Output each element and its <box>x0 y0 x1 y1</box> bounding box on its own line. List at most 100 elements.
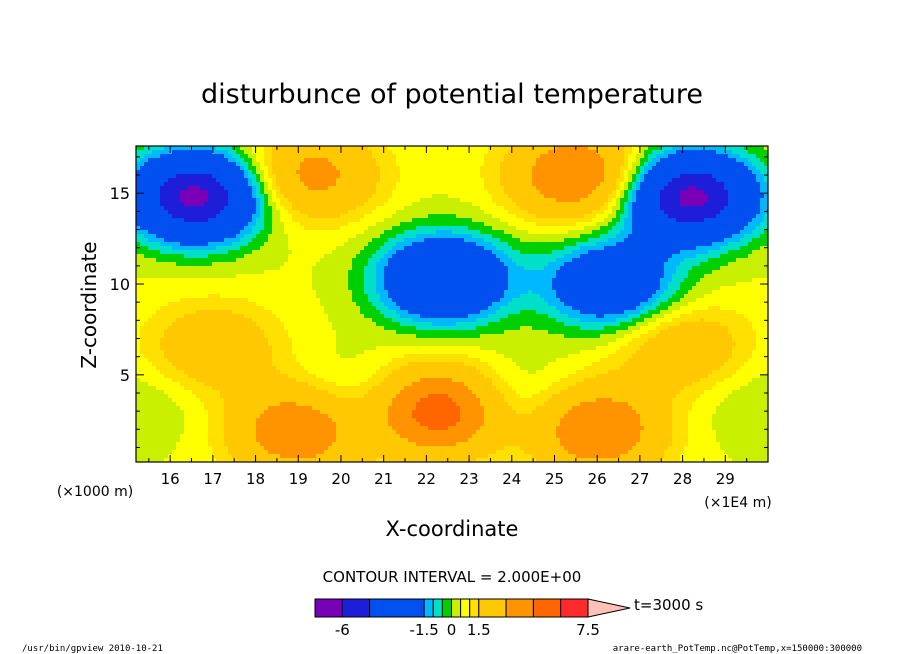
contour-cell <box>640 154 645 159</box>
contour-cell <box>216 166 221 171</box>
contour-cell <box>624 222 629 227</box>
contour-cell <box>692 218 697 223</box>
contour-cell <box>228 250 233 255</box>
contour-cell <box>596 198 601 203</box>
contour-cell <box>476 178 481 183</box>
contour-cell <box>636 146 641 151</box>
contour-cell <box>688 174 693 179</box>
contour-cell <box>524 234 529 239</box>
contour-cell <box>460 242 465 247</box>
contour-cell <box>472 158 477 163</box>
contour-cell <box>452 230 457 235</box>
contour-cell <box>428 150 433 155</box>
contour-cell <box>296 250 301 255</box>
contour-cell <box>248 230 253 235</box>
contour-cell <box>284 202 289 207</box>
contour-cell <box>192 234 197 239</box>
contour-cell <box>156 258 161 263</box>
contour-cell <box>532 146 537 151</box>
contour-cell <box>256 202 261 207</box>
contour-cell <box>240 222 245 227</box>
contour-cell <box>376 166 381 171</box>
contour-cell <box>140 150 145 155</box>
contour-cell <box>460 254 465 259</box>
contour-cell <box>324 222 329 227</box>
contour-cell <box>144 150 149 155</box>
contour-cell <box>540 230 545 235</box>
contour-cell <box>560 146 565 151</box>
contour-cell <box>640 262 645 267</box>
contour-cell <box>728 258 733 263</box>
contour-cell <box>388 218 393 223</box>
contour-cell <box>136 174 141 179</box>
contour-cell <box>472 262 477 267</box>
contour-cell <box>184 146 189 151</box>
contour-cell <box>736 174 741 179</box>
contour-cell <box>496 266 501 271</box>
contour-cell <box>368 210 373 215</box>
contour-cell <box>644 182 649 187</box>
contour-cell <box>560 254 565 259</box>
contour-cell <box>460 190 465 195</box>
contour-cell <box>304 198 309 203</box>
contour-cell <box>528 198 533 203</box>
contour-cell <box>420 214 425 219</box>
contour-cell <box>260 154 265 159</box>
contour-cell <box>668 262 673 267</box>
contour-cell <box>288 218 293 223</box>
contour-cell <box>376 230 381 235</box>
contour-cell <box>332 234 337 239</box>
contour-cell <box>600 218 605 223</box>
contour-cell <box>336 206 341 211</box>
contour-cell <box>756 258 761 263</box>
contour-cell <box>396 170 401 175</box>
contour-cell <box>484 250 489 255</box>
contour-cell <box>336 222 341 227</box>
contour-cell <box>496 178 501 183</box>
contour-cell <box>500 262 505 267</box>
contour-cell <box>216 162 221 167</box>
contour-cell <box>628 262 633 267</box>
contour-cell <box>456 270 461 275</box>
contour-cell <box>276 262 281 267</box>
contour-cell <box>156 154 161 159</box>
contour-cell <box>316 178 321 183</box>
contour-cell <box>380 246 385 251</box>
contour-cell <box>244 198 249 203</box>
contour-cell <box>472 234 477 239</box>
contour-cell <box>460 194 465 199</box>
contour-cell <box>680 258 685 263</box>
contour-cell <box>536 162 541 167</box>
contour-cell <box>364 186 369 191</box>
contour-cell <box>500 202 505 207</box>
contour-cell <box>344 166 349 171</box>
contour-cell <box>324 186 329 191</box>
contour-cell <box>516 258 521 263</box>
contour-cell <box>672 218 677 223</box>
contour-cell <box>304 214 309 219</box>
contour-cell <box>404 178 409 183</box>
contour-cell <box>184 258 189 263</box>
contour-cell <box>284 266 289 271</box>
contour-cell <box>728 254 733 259</box>
contour-cell <box>532 258 537 263</box>
contour-cell <box>684 242 689 247</box>
contour-cell <box>660 206 665 211</box>
contour-cell <box>384 254 389 259</box>
contour-cell <box>548 230 553 235</box>
contour-cell <box>424 198 429 203</box>
contour-cell <box>384 194 389 199</box>
contour-cell <box>296 266 301 271</box>
contour-cell <box>756 154 761 159</box>
contour-cell <box>196 190 201 195</box>
contour-cell <box>196 158 201 163</box>
contour-cell <box>596 246 601 251</box>
contour-cell <box>520 226 525 231</box>
contour-cell <box>712 234 717 239</box>
contour-cell <box>320 150 325 155</box>
contour-cell <box>400 194 405 199</box>
contour-cell <box>388 190 393 195</box>
contour-cell <box>352 254 357 259</box>
contour-cell <box>656 182 661 187</box>
contour-cell <box>256 186 261 191</box>
